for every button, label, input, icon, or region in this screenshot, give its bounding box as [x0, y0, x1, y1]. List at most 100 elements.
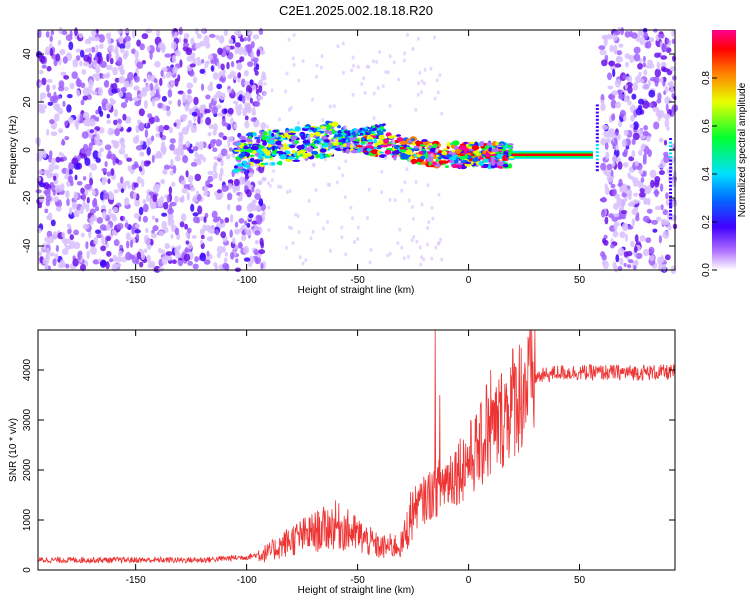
- noise-blob: [181, 195, 185, 203]
- noise-blob: [183, 184, 190, 189]
- noise-blob: [93, 136, 101, 145]
- signal-blob: [234, 165, 238, 169]
- noise-blob: [174, 31, 178, 39]
- faint-blob: [410, 238, 414, 243]
- faint-blob: [270, 178, 274, 183]
- noise-blob: [237, 196, 242, 202]
- noise-blob: [262, 210, 266, 216]
- noise-blob: [82, 200, 87, 210]
- signal-blob: [464, 161, 472, 165]
- signal-blob: [300, 135, 306, 140]
- faint-blob: [434, 245, 438, 250]
- signal-blob: [451, 163, 459, 169]
- snr-bg: [38, 330, 675, 570]
- noise-blob: [165, 255, 173, 261]
- signal-blob: [290, 135, 298, 140]
- noise-blob: [207, 84, 214, 92]
- signal-blob: [420, 155, 426, 160]
- noise-blob: [608, 213, 615, 219]
- signal-blob: [249, 157, 255, 163]
- noise-blob: [155, 218, 159, 223]
- signal-blob: [380, 145, 389, 148]
- noise-blob: [91, 46, 96, 53]
- noise-blob: [179, 221, 185, 228]
- noise-blob: [173, 122, 177, 127]
- noise-blob: [89, 217, 95, 223]
- noise-blob: [181, 114, 188, 119]
- noise-blob: [203, 184, 208, 193]
- signal-blob: [243, 146, 249, 150]
- faint-blob: [375, 60, 378, 64]
- noise-blob: [651, 219, 658, 225]
- noise-blob: [248, 172, 254, 178]
- noise-blob: [635, 215, 640, 222]
- faint-blob: [312, 162, 316, 167]
- signal-blob: [448, 154, 453, 158]
- noise-blob: [190, 37, 195, 46]
- noise-blob: [205, 180, 210, 187]
- signal-blob: [294, 126, 301, 132]
- noise-blob: [134, 50, 139, 59]
- signal-blob: [471, 145, 479, 151]
- noise-blob: [178, 133, 184, 142]
- edge-feature: [595, 147, 599, 150]
- noise-blob: [85, 241, 89, 250]
- noise-blob: [234, 46, 238, 55]
- noise-blob: [65, 34, 73, 41]
- noise-blob: [107, 150, 112, 159]
- noise-blob: [189, 181, 193, 187]
- noise-blob: [192, 57, 197, 66]
- noise-blob: [174, 50, 181, 57]
- signal-blob: [351, 131, 356, 134]
- noise-blob: [621, 212, 627, 220]
- noise-blob: [661, 44, 668, 52]
- signal-blob: [344, 130, 348, 133]
- faint-blob: [422, 257, 426, 262]
- noise-blob: [174, 195, 179, 203]
- faint-blob: [369, 247, 373, 252]
- noise-blob: [219, 77, 225, 82]
- faint-blob: [362, 76, 366, 81]
- faint-blob: [349, 205, 353, 210]
- signal-blob: [352, 136, 358, 140]
- signal-blob: [428, 161, 432, 166]
- faint-blob: [415, 239, 419, 244]
- y-tick-label: 1000: [22, 508, 33, 531]
- noise-blob: [55, 244, 60, 253]
- edge-feature: [669, 188, 673, 191]
- noise-blob: [638, 71, 642, 77]
- noise-blob: [67, 228, 72, 235]
- noise-blob: [640, 177, 645, 183]
- noise-blob: [45, 199, 51, 207]
- noise-blob: [185, 170, 189, 178]
- noise-blob: [196, 190, 199, 196]
- noise-blob: [174, 155, 181, 162]
- noise-blob: [215, 216, 222, 221]
- noise-blob: [80, 99, 85, 106]
- signal-blob: [250, 145, 259, 151]
- faint-blob: [267, 228, 271, 232]
- snr-frame: [37, 329, 676, 571]
- noise-blob: [66, 94, 73, 99]
- noise-blob: [612, 44, 618, 54]
- faint-blob: [381, 84, 385, 89]
- noise-blob: [186, 82, 194, 89]
- signal-blob: [328, 141, 332, 148]
- noise-blob: [662, 230, 670, 239]
- signal-blob: [368, 129, 373, 133]
- noise-blob: [207, 132, 212, 137]
- faint-blob: [356, 237, 360, 241]
- noise-blob: [154, 153, 159, 160]
- noise-blob: [144, 129, 149, 138]
- edge-feature: [669, 177, 673, 180]
- faint-blob: [363, 91, 367, 95]
- noise-blob: [233, 76, 238, 81]
- noise-blob: [642, 215, 650, 223]
- noise-blob: [660, 204, 664, 211]
- noise-blob: [158, 247, 162, 254]
- noise-blob: [102, 210, 107, 220]
- faint-blob: [429, 66, 433, 71]
- faint-blob: [396, 241, 400, 246]
- noise-blob: [118, 36, 124, 44]
- noise-blob: [86, 196, 90, 204]
